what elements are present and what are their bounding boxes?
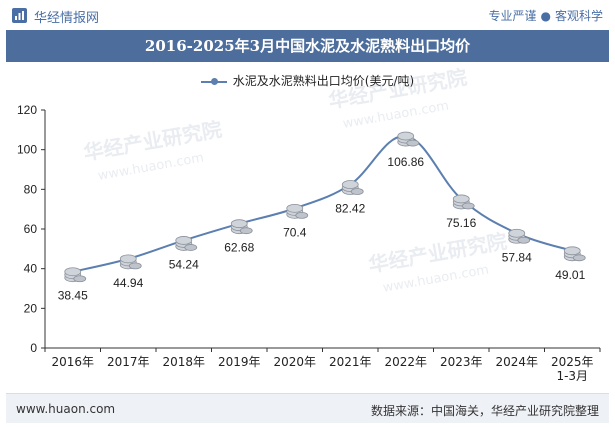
chart-title: 2016-2025年3月中国水泥及水泥熟料出口均价 [144,37,471,55]
y-tick-label: 40 [24,262,38,276]
slogan: 专业严谨 ● 客观科学 [488,7,603,24]
coin-marker [563,246,581,256]
coin-marker [341,180,359,189]
x-tick-label: 2021年 [329,355,372,369]
y-tick-label: 20 [24,301,38,315]
y-tick-label: 60 [24,222,38,236]
x-tick-label: 2017年 [107,355,150,369]
y-tick-label: 120 [17,103,37,117]
data-label: 70.4 [283,225,307,239]
title-bar: 2016-2025年3月中国水泥及水泥熟料出口均价 [6,30,609,62]
coin-marker [64,267,82,277]
slogan-left: 专业严谨 [488,9,537,23]
slogan-right: 客观科学 [554,9,603,23]
coin-marker [452,194,470,204]
coin-marker [508,228,526,238]
coin-marker-side [295,211,309,219]
chart-legend: 水泥及水泥熟料出口均价(美元/吨) [0,72,615,89]
data-label: 62.68 [224,241,254,255]
data-label: 82.42 [335,202,365,216]
x-tick-label: 2020年 [273,355,316,369]
data-label: 75.16 [446,216,476,230]
data-point [286,203,309,219]
y-tick-label: 100 [17,143,37,157]
footer: www.huaon.com 数据来源：中国海关，华经产业研究院整理 [6,393,609,423]
footer-website: www.huaon.com [16,402,116,416]
data-label: 57.84 [502,250,532,264]
data-label: 44.94 [113,276,143,290]
coin-marker-side [239,227,253,235]
coin-marker-side [406,139,420,147]
x-tick-label: 1-3月 [556,369,588,383]
y-tick-label: 80 [24,182,38,196]
x-tick-label: 2019年 [218,355,261,369]
data-point [175,236,198,251]
data-point [230,219,253,235]
brand-name: 华经情报网 [34,11,100,26]
data-point [64,267,87,283]
data-point [508,228,531,244]
x-tick-label: 2024年 [495,355,538,369]
x-tick-label: 2016年 [51,355,94,369]
legend-line-marker [200,77,227,85]
brand-logo-icon [12,8,27,23]
coin-marker-side [184,244,198,251]
data-point [119,254,142,270]
data-point [452,194,475,210]
slogan-separator: ● [540,9,551,23]
coin-marker [397,131,415,141]
coin-marker-side [73,275,87,283]
coin-marker [119,254,137,264]
coin-marker-side [517,236,531,244]
coin-marker-side [461,202,475,210]
series-line [72,135,573,273]
coin-marker [230,219,248,229]
data-point [341,180,364,195]
x-tick-label: 2023年 [440,355,483,369]
footer-source: 数据来源：中国海关，华经产业研究院整理 [370,404,599,418]
data-label: 49.01 [555,268,585,282]
watermark-group: 华经产业研究院www.huaon.com华经产业研究院www.huaon.com… [82,65,509,296]
data-point [397,131,420,147]
data-label: 106.86 [387,155,424,169]
top-bar: 华经情报网 专业严谨 ● 客观科学 [0,0,615,30]
x-tick-label: 2022年 [384,355,427,369]
data-point [563,246,586,262]
y-tick-label: 0 [30,341,37,355]
x-tick-label: 2025年 [551,355,594,369]
coin-marker [286,203,304,213]
data-label: 38.45 [58,289,88,303]
coin-marker-side [572,254,586,262]
data-label: 54.24 [169,257,199,271]
coin-marker-side [128,262,142,270]
x-tick-label: 2018年 [162,355,205,369]
legend-series-name: 水泥及水泥熟料出口均价(美元/吨) [232,74,415,88]
coin-marker-side [350,188,364,195]
coin-marker [175,236,193,245]
